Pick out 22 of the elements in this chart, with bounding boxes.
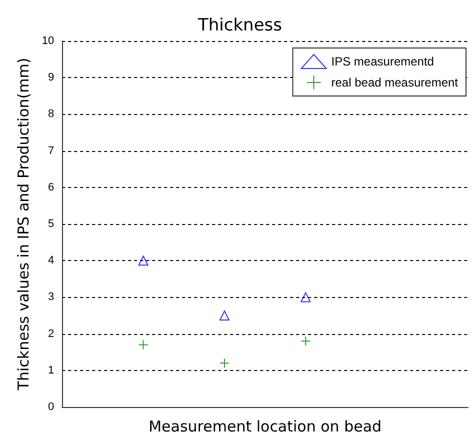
- x-axis-title: Measurement location on bead: [148, 418, 382, 436]
- legend-label: IPS measurementd: [331, 54, 434, 68]
- y-tick-label: 9: [48, 72, 54, 84]
- legend-label: real bead measurement: [331, 76, 459, 90]
- point: [138, 340, 148, 350]
- y-tick-label: 7: [48, 144, 54, 157]
- y-tick-label: 4: [48, 254, 54, 267]
- y-tick-label: 10: [42, 35, 54, 47]
- y-tick-label: 5: [48, 218, 54, 230]
- point: [138, 256, 148, 266]
- point: [300, 336, 311, 346]
- y-tick-label: 2: [48, 328, 54, 340]
- y-tick-label: 1: [48, 364, 54, 376]
- y-tick-label: 3: [48, 291, 54, 304]
- y-tick-label: 8: [48, 108, 54, 120]
- point: [219, 358, 230, 368]
- y-tick-label: 6: [48, 181, 54, 194]
- chart-title: Thickness: [196, 16, 282, 36]
- point: [300, 292, 311, 302]
- y-tick-label: 0: [48, 401, 54, 413]
- y-axis-title: Thickness values in IPS and Production(mm): [14, 58, 32, 392]
- point: [219, 310, 230, 320]
